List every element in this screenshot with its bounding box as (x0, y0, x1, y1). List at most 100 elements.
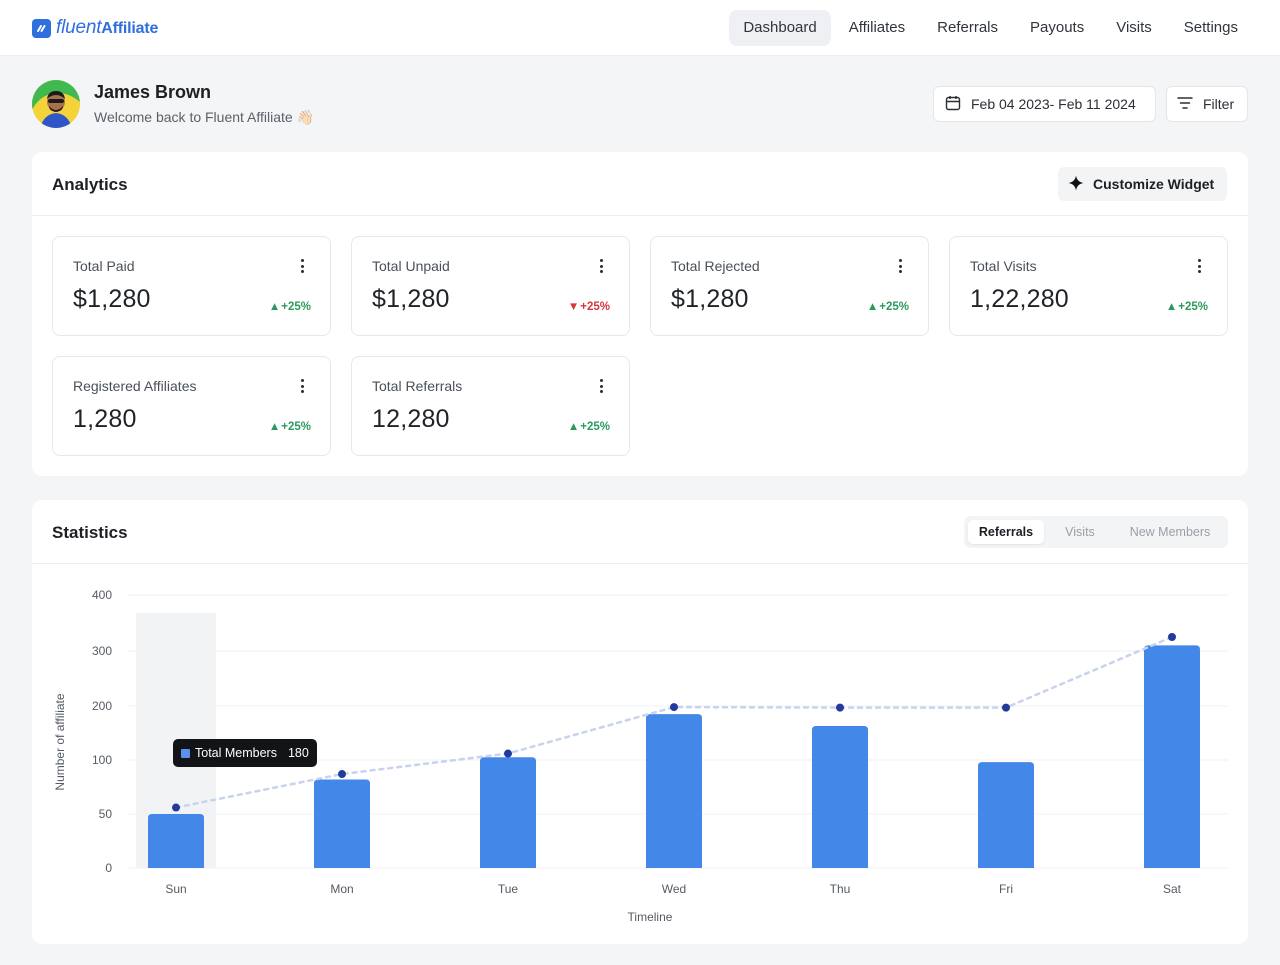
bar-wed (646, 714, 702, 868)
bar-tue (480, 757, 536, 868)
user-name: James Brown (94, 82, 212, 102)
nav-dashboard[interactable]: Dashboard (729, 10, 831, 46)
stat-card-registered-affiliates: Registered Affiliates 1,280 ▲ +25% (52, 356, 331, 456)
arrow-down-icon: ▼ (567, 301, 580, 313)
stat-value: 1,280 (73, 405, 137, 433)
tooltip-swatch (181, 748, 190, 758)
more-vertical-icon[interactable] (892, 257, 908, 275)
stat-change: ▲ +25% (269, 421, 311, 433)
arrow-up-icon: ▲ (1165, 301, 1178, 313)
stat-card-total-paid: Total Paid $1,280 ▲ +25% (52, 236, 331, 336)
y-tick-label: 400 (92, 588, 112, 602)
stat-label: Total Unpaid (372, 258, 450, 274)
trend-point-sun (172, 803, 180, 812)
more-vertical-icon[interactable] (593, 257, 609, 275)
avatar[interactable] (32, 80, 80, 128)
customize-widget-button[interactable]: Customize Widget (1058, 167, 1227, 201)
sparkle-icon (1068, 175, 1084, 194)
tab-visits[interactable]: Visits (1065, 525, 1095, 539)
nav-referrals[interactable]: Referrals (937, 19, 999, 36)
date-range-picker[interactable]: Feb 04 2023- Feb 11 2024 (933, 86, 1156, 122)
stat-change-value: +25% (1178, 301, 1208, 313)
stat-change-value: +25% (281, 421, 311, 433)
brand-name: fluentAffiliate (56, 17, 158, 39)
statistics-panel: Statistics Referrals Visits New Members (32, 500, 1248, 944)
x-axis-title: Timeline (628, 910, 673, 924)
stat-change-value: +25% (580, 301, 610, 313)
stat-card-total-unpaid: Total Unpaid $1,280 ▼ +25% (351, 236, 630, 336)
stat-value: $1,280 (73, 285, 151, 313)
tooltip-value: 180 (287, 746, 309, 760)
stat-label: Total Rejected (671, 258, 760, 274)
analytics-divider (32, 215, 1248, 216)
logo-icon (32, 18, 51, 38)
nav-affiliates[interactable]: Affiliates (848, 19, 906, 36)
nav-settings[interactable]: Settings (1183, 19, 1238, 36)
analytics-title: Analytics (52, 175, 128, 194)
y-tick-label: 300 (92, 644, 112, 658)
y-axis-title: Number of affiliate (53, 693, 67, 790)
bar-thu (812, 725, 868, 868)
x-tick-label: Sun (165, 882, 186, 896)
x-tick-label: Tue (498, 882, 519, 896)
y-tick-label: 50 (99, 807, 113, 821)
stat-card-total-visits: Total Visits 1,22,280 ▲ +25% (949, 236, 1228, 336)
stat-value: $1,280 (671, 285, 749, 313)
x-tick-label: Sat (1163, 882, 1182, 896)
stat-change: ▲ +25% (269, 301, 311, 313)
stat-label: Total Visits (970, 258, 1037, 274)
stat-change: ▼ +25% (568, 301, 610, 313)
more-vertical-icon[interactable] (294, 257, 310, 275)
bar-sat (1144, 645, 1200, 868)
stat-card-total-referrals: Total Referrals 12,280 ▲ +25% (351, 356, 630, 456)
bar-fri (978, 762, 1034, 868)
tab-referrals[interactable]: Referrals (968, 520, 1044, 544)
nav-visits[interactable]: Visits (1116, 19, 1152, 36)
more-vertical-icon[interactable] (593, 377, 609, 395)
top-navbar: fluentAffiliate Dashboard Affiliates Ref… (0, 0, 1280, 56)
stat-change-value: +25% (580, 421, 610, 433)
tab-new-members[interactable]: New Members (1129, 525, 1211, 539)
bar-sun (148, 814, 204, 868)
bar-mon (314, 779, 370, 868)
y-tick-label: 200 (92, 699, 112, 713)
statistics-divider (32, 563, 1248, 564)
trend-point-mon (338, 770, 346, 779)
trend-point-fri (1002, 703, 1010, 712)
stat-value: $1,280 (372, 285, 450, 313)
filter-lines-icon (1177, 96, 1193, 113)
y-tick-label: 100 (92, 753, 112, 767)
x-tick-label: Thu (830, 882, 851, 896)
arrow-up-icon: ▲ (268, 301, 281, 313)
filter-button[interactable]: Filter (1166, 86, 1248, 122)
brand-name-part2: Affiliate (101, 20, 159, 37)
stat-change: ▲ +25% (1166, 301, 1208, 313)
date-range-label: Feb 04 2023- Feb 11 2024 (971, 96, 1136, 112)
arrow-up-icon: ▲ (866, 301, 879, 313)
nav-payouts[interactable]: Payouts (1030, 19, 1085, 36)
statistics-tab-group: Referrals Visits New Members (964, 516, 1228, 548)
x-tick-label: Fri (999, 882, 1013, 896)
stat-value: 12,280 (372, 405, 450, 433)
analytics-panel: Analytics Customize Widget Total Paid $1… (32, 152, 1248, 476)
stat-change-value: +25% (879, 301, 909, 313)
x-tick-label: Mon (330, 882, 353, 896)
stat-value: 1,22,280 (970, 285, 1069, 313)
stat-change: ▲ +25% (867, 301, 909, 313)
statistics-title: Statistics (52, 523, 128, 542)
more-vertical-icon[interactable] (1191, 257, 1207, 275)
brand-logo[interactable]: fluentAffiliate (32, 17, 158, 39)
main-nav: Dashboard Affiliates Referrals Payouts V… (729, 10, 1252, 46)
welcome-message: Welcome back to Fluent Affiliate 👋🏻 (94, 109, 315, 125)
stat-change-value: +25% (281, 301, 311, 313)
more-vertical-icon[interactable] (294, 377, 310, 395)
filter-label: Filter (1203, 96, 1235, 112)
stat-label: Total Paid (73, 258, 135, 274)
brand-name-part1: fluent (56, 17, 102, 38)
stat-label: Total Referrals (372, 378, 463, 394)
arrow-up-icon: ▲ (567, 421, 580, 433)
trend-point-tue (504, 749, 512, 758)
trend-point-wed (670, 703, 678, 712)
calendar-icon (945, 95, 961, 114)
